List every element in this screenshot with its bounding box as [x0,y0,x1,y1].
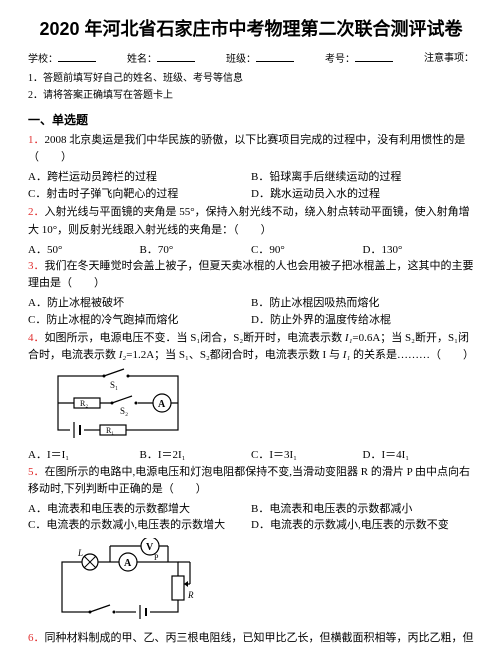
q2-opt-b: B．70° [140,242,252,259]
q1-opt-c: C．射击时子弹飞向靶心的过程 [28,186,251,203]
q5-number: 5． [28,466,45,478]
c2-lamp-label: L [77,548,83,558]
q4-opt-c: C．I＝3I₁ [251,447,363,464]
q2-opt-c: C．90° [251,242,363,259]
q3-opt-a: A．防止冰棍被破坏 [28,295,251,312]
q3-opt-b: B．防止冰棍因吸热而熔化 [251,295,474,312]
question-3: 3．我们在冬天睡觉时会盖上被子，但夏天卖冰棍的人也会用被子把冰棍盖上，这其中的主… [28,258,474,292]
q6-number: 6． [28,632,45,644]
q5-options: A．电流表和电压表的示数都增大 B．电流表和电压表的示数都减小 C．电流表的示数… [28,501,474,534]
q1-opt-b: B．铅球离手后继续运动的过程 [251,169,474,186]
q5-opt-d: D．电流表的示数减小,电压表的示数不变 [251,517,474,534]
q1-number: 1． [28,134,45,146]
q2-stem: 入射光线与平面镜的夹角是 55°，保持入射光线不动，绕入射点转动平面镜，使入射角… [28,206,470,235]
q4-opt-b: B．I＝2I₁ [140,447,252,464]
section-heading: 一、单选题 [28,111,474,129]
instruction-1: 1．答题前填写好自己的姓名、班级、考号等信息 [28,71,474,86]
q3-number: 3． [28,260,45,272]
q2-options: A．50° B．70° C．90° D．130° [28,242,474,259]
q4-stem-a: 如图所示，电源电压不变．当 S₁闭合，S₂断开时，电流表示数 [45,332,345,344]
c1-s1-label: S₁ [110,380,118,390]
c2-voltmeter-label: V [146,542,154,553]
c1-r1-label: R₁ [106,426,114,435]
question-1: 1．2008 北京奥运是我们中华民族的骄傲，以下比赛项目完成的过程中，没有利用惯… [28,132,474,166]
c1-ammeter-label: A [158,399,166,410]
q4-opt-a: A．I＝I₁ [28,447,140,464]
q3-options: A．防止冰棍被破坏 B．防止冰棍因吸热而熔化 C．防止冰棍的冷气跑掉而熔化 D．… [28,295,474,328]
q3-stem: 我们在冬天睡觉时会盖上被子，但夏天卖冰棍的人也会用被子把冰棍盖上，这其中的主要理… [28,260,474,289]
q4-stem-c: =1.2A；当 S₁、S₂都闭合时，电流表示数 I 与 [126,349,342,361]
q1-opt-d: D．跳水运动员入水的过程 [251,186,474,203]
examno-label: 考号： [325,54,355,65]
c2-p-label: P [154,553,159,562]
q3-opt-c: C．防止冰棍的冷气跑掉而熔化 [28,312,251,329]
q4-number: 4． [28,332,45,344]
q1-opt-a: A．跨栏运动员跨栏的过程 [28,169,251,186]
q3-opt-d: D．防止外界的温度传给冰棍 [251,312,474,329]
question-5: 5．在图所示的电路中,电源电压和灯泡电阻都保持不变,当滑动变阻器 R 的滑片 P… [28,464,474,498]
q1-options: A．跨栏运动员跨栏的过程 B．铅球离手后继续运动的过程 C．射击时子弹飞向靶心的… [28,169,474,202]
c2-r-label: R [187,590,194,600]
q2-opt-d: D．130° [363,242,475,259]
instruction-2: 2．请将答案正确填写在答题卡上 [28,88,474,103]
exam-title: 2020 年河北省石家庄市中考物理第二次联合测评试卷 [28,18,474,41]
c2-ammeter-label: A [124,558,132,569]
q2-number: 2． [28,206,45,218]
q4-options: A．I＝I₁ B．I＝2I₁ C．I＝3I₁ D．I＝4I₁ [28,447,474,464]
name-label: 姓名： [127,54,157,65]
q4-stem-d: 的关系是………（ ） [350,349,474,361]
q5-opt-b: B．电流表和电压表的示数都减小 [251,501,474,518]
c1-r2-label: R₂ [80,399,88,408]
q5-opt-c: C．电流表的示数减小,电压表的示数增大 [28,517,251,534]
q2-opt-a: A．50° [28,242,140,259]
question-2: 2．入射光线与平面镜的夹角是 55°，保持入射光线不动，绕入射点转动平面镜，使入… [28,204,474,238]
info-row: 学校： 姓名： 班级： 考号： 注意事项： [28,51,474,67]
c1-s2-label: S₂ [120,406,128,416]
q4-opt-d: D．I＝4I₁ [363,447,475,464]
question-6: 6．同种材料制成的甲、乙、丙三根电阻线，已知甲比乙长，但横截面积相等，丙比乙粗，… [28,630,474,647]
school-label: 学校： [28,54,58,65]
class-label: 班级： [226,54,256,65]
q5-stem: 在图所示的电路中,电源电压和灯泡电阻都保持不变,当滑动变阻器 R 的滑片 P 由… [28,466,470,495]
q6-stem: 同种材料制成的甲、乙、丙三根电阻线，已知甲比乙长，但横截面积相等，丙比乙粗，但 [45,632,474,644]
q5-opt-a: A．电流表和电压表的示数都增大 [28,501,251,518]
q4-circuit-diagram: S₁ R₂ S₂ A R₁ [50,368,474,443]
question-4: 4．如图所示，电源电压不变．当 S₁闭合，S₂断开时，电流表示数 I₁=0.6A… [28,330,474,364]
q5-circuit-diagram: L A V P R [50,538,474,626]
q1-stem: 2008 北京奥运是我们中华民族的骄傲，以下比赛项目完成的过程中，没有利用惯性的… [28,134,465,163]
note-label: 注意事项： [424,51,474,67]
